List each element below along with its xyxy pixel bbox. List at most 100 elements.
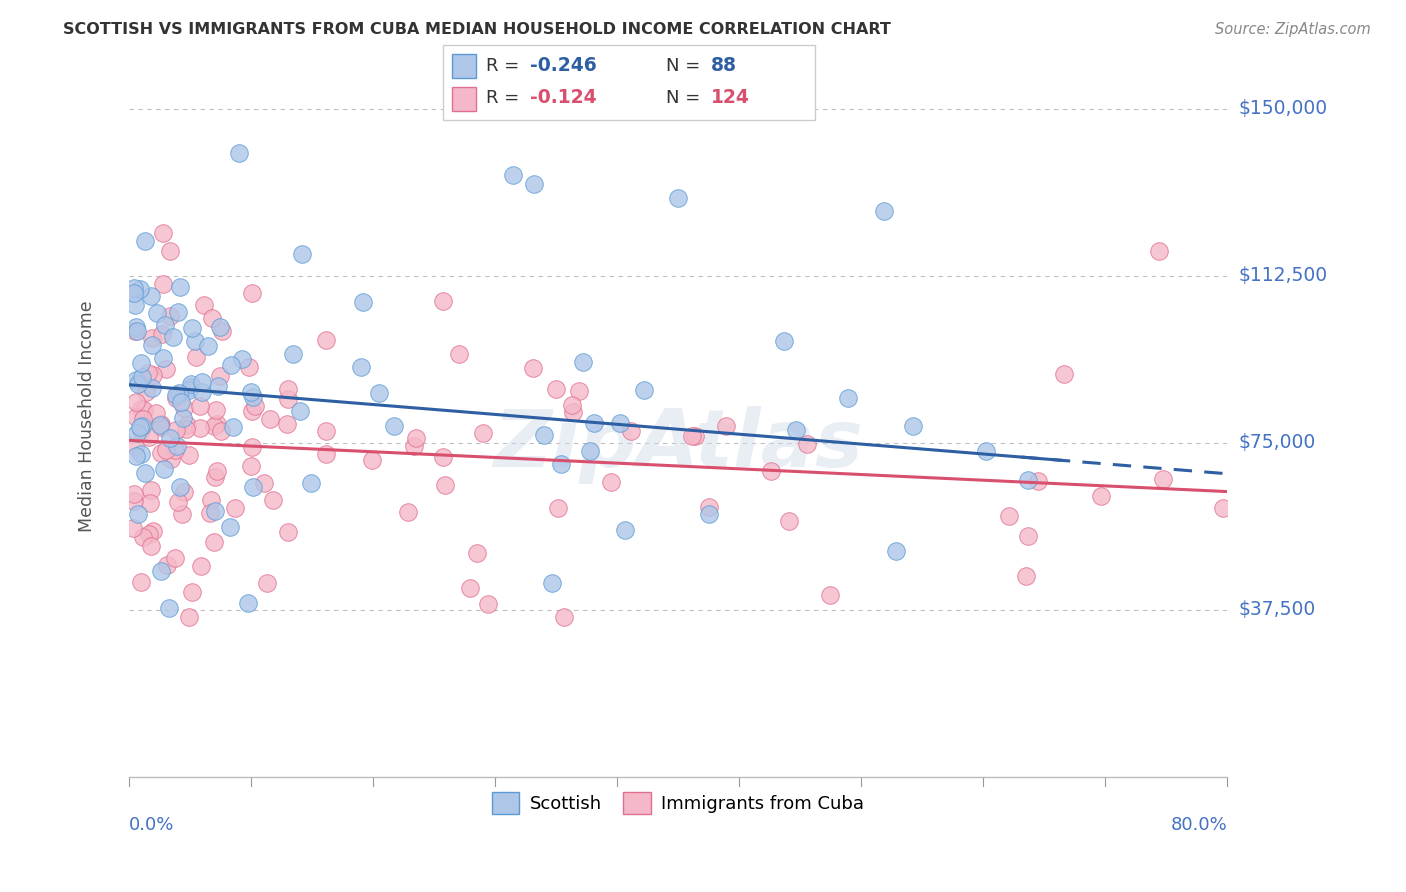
Text: N =: N =	[666, 88, 706, 107]
Point	[291, 247, 314, 261]
Text: $75,000: $75,000	[1239, 434, 1316, 452]
Point	[315, 424, 337, 438]
FancyBboxPatch shape	[443, 45, 815, 120]
Point	[228, 146, 250, 161]
Point	[177, 610, 200, 624]
Point	[578, 443, 600, 458]
Text: -0.124: -0.124	[530, 88, 598, 107]
Point	[129, 574, 152, 589]
Point	[162, 330, 184, 344]
Point	[125, 324, 148, 338]
Point	[477, 597, 499, 611]
Point	[242, 480, 264, 494]
Point	[149, 417, 172, 432]
Point	[125, 394, 148, 409]
Point	[124, 324, 146, 338]
Point	[141, 337, 163, 351]
Point	[561, 398, 583, 412]
Point	[1212, 501, 1234, 516]
Point	[209, 368, 232, 383]
Point	[200, 493, 222, 508]
Point	[173, 484, 195, 499]
Point	[256, 575, 278, 590]
Point	[138, 527, 160, 541]
Point	[238, 360, 260, 375]
Point	[131, 370, 153, 384]
Point	[299, 476, 322, 491]
Point	[561, 405, 583, 419]
Point	[138, 430, 160, 444]
Point	[125, 425, 148, 440]
Point	[139, 289, 162, 303]
Point	[224, 500, 246, 515]
Point	[156, 558, 179, 572]
Point	[240, 459, 263, 474]
Point	[997, 508, 1019, 523]
Point	[571, 355, 593, 369]
Point	[125, 449, 148, 463]
Point	[165, 423, 187, 437]
Point	[367, 386, 389, 401]
Text: SCOTTISH VS IMMIGRANTS FROM CUBA MEDIAN HOUSEHOLD INCOME CORRELATION CHART: SCOTTISH VS IMMIGRANTS FROM CUBA MEDIAN …	[63, 22, 891, 37]
Point	[276, 382, 298, 396]
Point	[211, 324, 233, 338]
Point	[205, 464, 228, 478]
Point	[125, 320, 148, 334]
Point	[245, 399, 267, 413]
Point	[177, 383, 200, 397]
Point	[165, 443, 187, 458]
Point	[131, 418, 153, 433]
Point	[190, 421, 212, 435]
Point	[159, 431, 181, 445]
Point	[276, 417, 298, 432]
Point	[152, 351, 174, 365]
Point	[240, 404, 263, 418]
Point	[796, 436, 818, 450]
Point	[240, 440, 263, 454]
Point	[1053, 368, 1076, 382]
Point	[141, 331, 163, 345]
Text: $150,000: $150,000	[1239, 99, 1327, 118]
Point	[198, 506, 221, 520]
Point	[181, 321, 204, 335]
Point	[1026, 474, 1049, 488]
Point	[240, 384, 263, 399]
Point	[129, 356, 152, 370]
Point	[465, 546, 488, 560]
Point	[205, 402, 228, 417]
Point	[460, 581, 482, 595]
Point	[169, 480, 191, 494]
Point	[150, 327, 173, 342]
Point	[124, 487, 146, 501]
Point	[149, 446, 172, 460]
Point	[173, 401, 195, 415]
Text: -0.246: -0.246	[530, 56, 598, 75]
Point	[1017, 528, 1039, 542]
Point	[432, 293, 454, 308]
Text: Median Household Income: Median Household Income	[77, 300, 96, 532]
Point	[132, 403, 155, 417]
Point	[146, 306, 169, 320]
Point	[502, 169, 524, 183]
Point	[778, 514, 800, 528]
Text: $37,500: $37,500	[1239, 600, 1316, 619]
Point	[600, 475, 623, 489]
Point	[155, 443, 177, 458]
Legend: Scottish, Immigrants from Cuba: Scottish, Immigrants from Cuba	[485, 785, 872, 822]
Point	[149, 420, 172, 434]
Point	[132, 411, 155, 425]
Bar	[453, 87, 477, 112]
Point	[169, 395, 191, 409]
Point	[134, 235, 156, 249]
Point	[184, 334, 207, 348]
Point	[169, 279, 191, 293]
Point	[404, 439, 426, 453]
Point	[1152, 472, 1174, 486]
Text: 80.0%: 80.0%	[1171, 816, 1227, 834]
Point	[405, 431, 427, 445]
Point	[277, 392, 299, 406]
Point	[204, 534, 226, 549]
Point	[205, 417, 228, 432]
Point	[209, 424, 232, 438]
Point	[122, 494, 145, 508]
